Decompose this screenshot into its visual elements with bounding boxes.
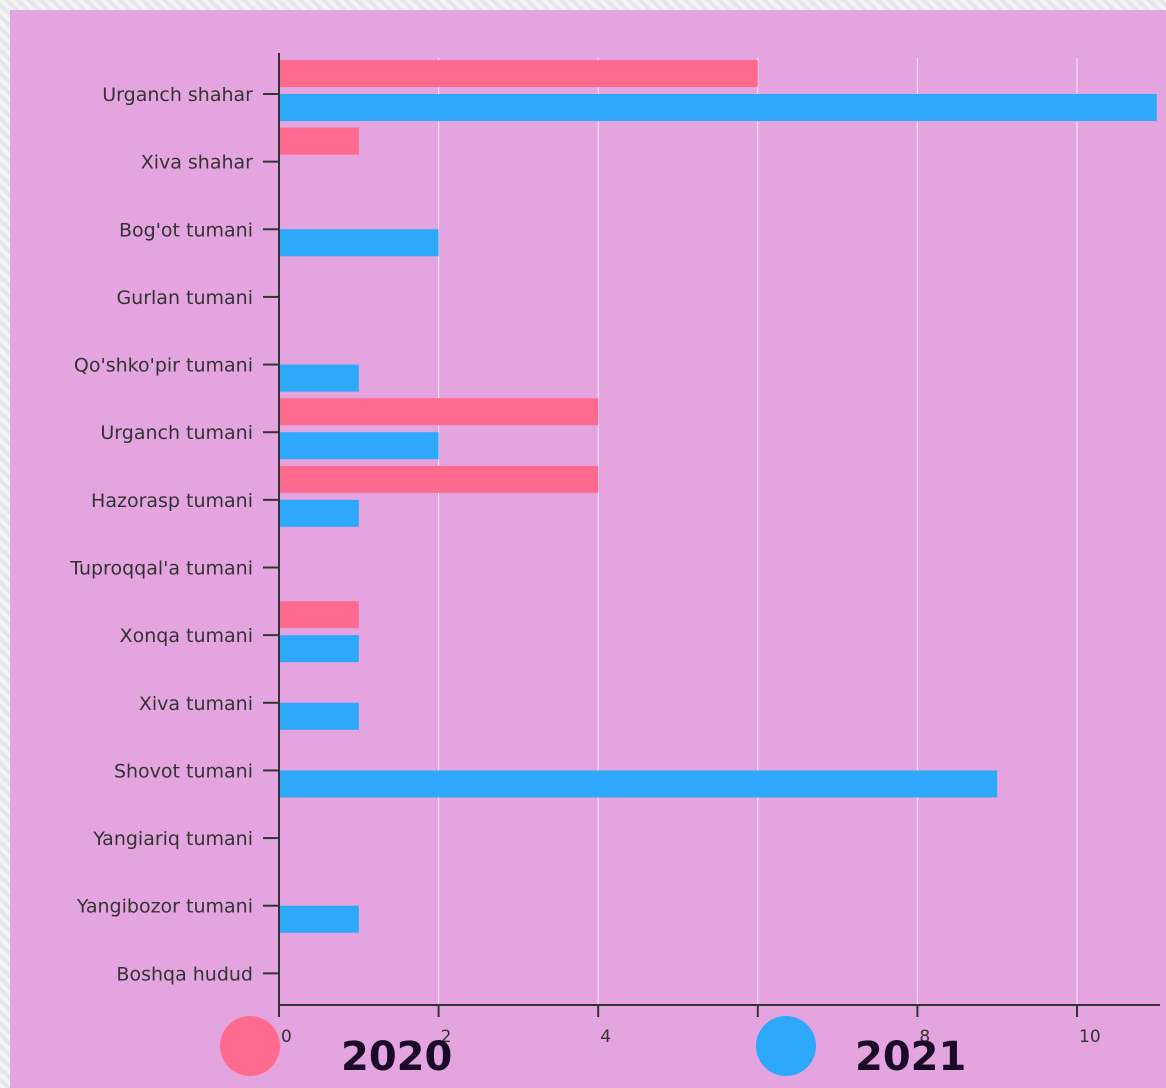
category-label: Xiva shahar <box>141 152 253 174</box>
bar-2021-4 <box>279 364 359 392</box>
bar-2021-5 <box>279 432 439 460</box>
x-tick-label: 0 <box>281 1027 292 1047</box>
bar-2021-0 <box>279 94 1157 121</box>
bar-2020-6 <box>279 465 599 493</box>
bar-2021-6 <box>279 499 359 527</box>
bar-2021-9 <box>279 702 359 730</box>
x-tick-label: 2 <box>441 1027 452 1047</box>
category-label: Hazorasp tumani <box>91 490 253 512</box>
legend-label-2021: 2021 <box>855 1034 966 1080</box>
category-label: Tuproqqal'a tumani <box>69 558 253 580</box>
bar-2020-5 <box>279 398 599 426</box>
bar-2021-10 <box>279 770 998 798</box>
bar-2020-0 <box>279 60 758 87</box>
legend-label-2020: 2020 <box>341 1034 452 1080</box>
category-label: Yangiariq tumani <box>92 828 253 850</box>
legend-marker-2021 <box>756 1016 816 1076</box>
legend-marker-2020 <box>220 1016 280 1076</box>
category-label: Urganch shahar <box>102 84 253 106</box>
category-label: Xiva tumani <box>139 693 253 715</box>
category-label: Xonqa tumani <box>120 625 253 647</box>
category-label: Boshqa hudud <box>116 963 253 985</box>
bar-2020-8 <box>279 601 359 629</box>
category-label: Urganch tumani <box>100 422 253 444</box>
x-tick-label: 10 <box>1079 1027 1101 1047</box>
x-tick-label: 4 <box>600 1027 611 1047</box>
bar-2020-1 <box>279 127 359 155</box>
chart-panel <box>10 10 1166 1088</box>
x-tick-label: 8 <box>919 1027 930 1047</box>
bar-2021-2 <box>279 229 439 257</box>
bar-2021-12 <box>279 905 359 933</box>
category-label: Shovot tumani <box>114 760 253 782</box>
category-label: Gurlan tumani <box>116 287 253 309</box>
category-label: Qo'shko'pir tumani <box>74 355 253 377</box>
category-label: Bog'ot tumani <box>119 219 253 241</box>
category-label: Yangibozor tumani <box>76 896 253 918</box>
bar-2021-8 <box>279 635 359 663</box>
